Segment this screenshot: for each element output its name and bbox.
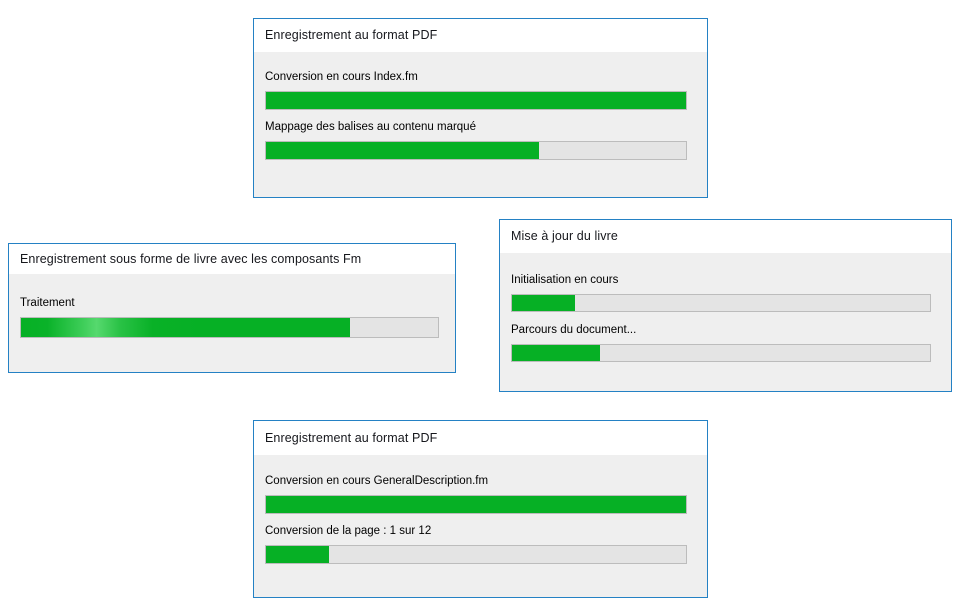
progress-group: Conversion de la page : 1 sur 12 <box>265 525 687 564</box>
dialog-update-book: Mise à jour du livre Initialisation en c… <box>499 219 952 392</box>
progress-fill <box>21 317 351 337</box>
dialog-titlebar: Enregistrement au format PDF <box>254 19 707 52</box>
progress-label: Mappage des balises au contenu marqué <box>265 121 476 133</box>
dialog-save-as-pdf-generaldescription: Enregistrement au format PDF Conversion … <box>253 420 708 598</box>
progress-label: Conversion en cours GeneralDescription.f… <box>265 475 489 487</box>
progress-label: Traitement <box>20 297 75 309</box>
dialog-body: Initialisation en cours Parcours du docu… <box>500 253 951 391</box>
progress-label: Conversion en cours Index.fm <box>265 71 418 83</box>
progress-group: Traitement <box>20 297 439 338</box>
progress-fill <box>512 294 575 311</box>
dialog-titlebar: Enregistrement sous forme de livre avec … <box>9 244 455 274</box>
dialog-title: Enregistrement au format PDF <box>265 430 438 445</box>
dialog-save-as-pdf-index: Enregistrement au format PDF Conversion … <box>253 18 708 198</box>
dialog-save-as-book-fm-components: Enregistrement sous forme de livre avec … <box>8 243 456 373</box>
dialog-body: Conversion en cours GeneralDescription.f… <box>254 455 707 597</box>
dialog-title: Enregistrement au format PDF <box>265 28 438 43</box>
dialog-title: Mise à jour du livre <box>511 229 618 244</box>
dialog-body: Traitement <box>9 274 455 372</box>
dialog-titlebar: Enregistrement au format PDF <box>254 421 707 455</box>
progress-bar <box>511 343 931 362</box>
progress-label: Conversion de la page : 1 sur 12 <box>265 525 432 537</box>
progress-fill <box>266 141 539 159</box>
progress-bar <box>511 293 931 312</box>
progress-label: Initialisation en cours <box>511 274 619 286</box>
progress-bar <box>265 544 687 564</box>
progress-fill <box>266 545 329 563</box>
progress-group: Parcours du document... <box>511 324 931 362</box>
progress-group: Initialisation en cours <box>511 274 931 312</box>
dialog-body: Conversion en cours Index.fm Mappage des… <box>254 52 707 197</box>
progress-fill <box>266 495 686 513</box>
progress-group: Mappage des balises au contenu marqué <box>265 121 687 160</box>
progress-fill <box>512 344 600 361</box>
progress-label: Parcours du document... <box>511 324 637 336</box>
progress-group: Conversion en cours GeneralDescription.f… <box>265 475 687 514</box>
progress-bar <box>20 316 439 338</box>
progress-bar <box>265 90 687 110</box>
dialog-titlebar: Mise à jour du livre <box>500 220 951 253</box>
progress-bar <box>265 140 687 160</box>
progress-bar <box>265 494 687 514</box>
progress-group: Conversion en cours Index.fm <box>265 71 687 110</box>
progress-fill <box>266 91 686 109</box>
dialog-title: Enregistrement sous forme de livre avec … <box>20 251 362 266</box>
